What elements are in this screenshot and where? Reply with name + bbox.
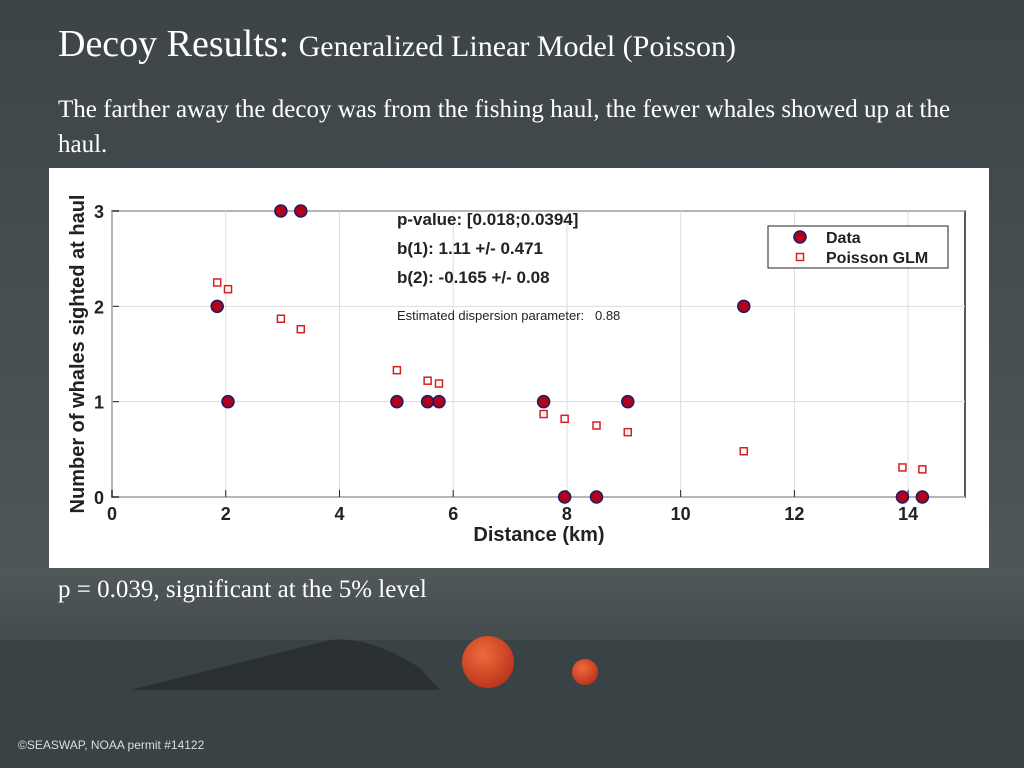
legend-label: Poisson GLM — [826, 250, 928, 267]
subtitle: Generalized Linear Model (Poisson) — [298, 30, 736, 63]
model-point — [592, 421, 601, 430]
model-point — [276, 314, 286, 323]
data-point — [895, 490, 910, 504]
body-text: The farther away the decoy was from the … — [58, 96, 951, 158]
buoy — [572, 659, 598, 685]
x-tick-label: 14 — [898, 504, 918, 524]
legend-marker — [793, 230, 807, 244]
annotation: Estimated dispersion parameter: 0.88 — [397, 308, 620, 323]
annotation: b(2): -0.165 +/- 0.08 — [397, 268, 550, 287]
x-tick-label: 8 — [562, 504, 572, 524]
model-point — [623, 427, 633, 437]
data-point — [294, 204, 308, 218]
x-axis-label: Distance (km) — [473, 524, 604, 546]
data-point — [557, 490, 572, 504]
model-point — [739, 446, 749, 456]
model-point — [434, 379, 444, 388]
data-point — [621, 394, 635, 409]
y-tick-label: 3 — [94, 202, 104, 222]
title-main: Decoy Results: — [58, 23, 290, 65]
x-tick-label: 4 — [334, 504, 344, 524]
model-point — [898, 463, 907, 472]
x-tick-label: 10 — [671, 504, 691, 524]
x-tick-label: 12 — [784, 504, 804, 524]
credit: ©SEASWAP, NOAA permit #14122 — [18, 738, 205, 752]
buoy — [462, 636, 514, 688]
x-tick-label: 0 — [107, 504, 117, 524]
data-point — [420, 394, 435, 409]
model-point — [212, 278, 222, 287]
x-tick-label: 2 — [221, 504, 231, 524]
y-tick-label: 0 — [94, 488, 104, 508]
data-point — [589, 490, 604, 504]
data-point — [221, 394, 235, 409]
y-tick-label: 1 — [94, 393, 104, 413]
annotation: p-value: [0.018;0.0394] — [397, 210, 578, 229]
model-point — [539, 409, 548, 419]
model-point — [560, 414, 569, 424]
title: Decoy Results: Generalized Linear Model … — [58, 22, 736, 66]
data-point — [210, 299, 224, 314]
legend-label: Data — [826, 230, 861, 247]
data-point — [390, 394, 404, 409]
y-axis-label: Number of whales sighted at haul — [67, 195, 89, 514]
data-point — [737, 299, 751, 314]
data-point — [274, 204, 288, 218]
model-point — [423, 376, 432, 385]
x-tick-label: 6 — [448, 504, 458, 524]
footnote: p = 0.039, significant at the 5% level — [58, 576, 427, 603]
data-point — [915, 490, 930, 504]
legend-marker — [795, 252, 805, 262]
data-point — [432, 394, 446, 409]
model-point — [296, 324, 306, 334]
model-point — [918, 465, 927, 474]
y-tick-label: 2 — [94, 297, 104, 317]
annotation: b(1): 1.11 +/- 0.471 — [397, 239, 543, 258]
model-point — [223, 284, 233, 294]
model-point — [392, 365, 402, 375]
whale — [130, 639, 440, 690]
data-point — [536, 394, 551, 409]
